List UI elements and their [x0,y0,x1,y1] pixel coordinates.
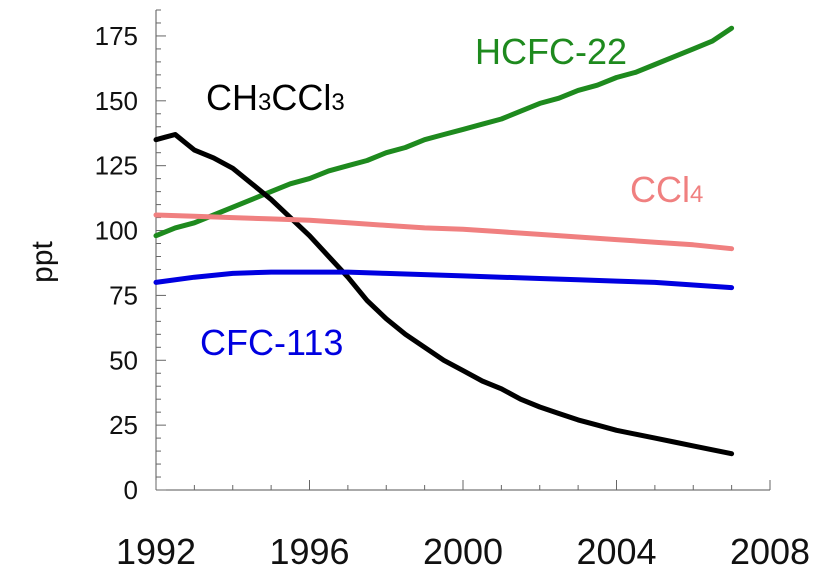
series-label-cfc-113: CFC-113 [200,322,343,363]
y-tick-label: 75 [109,280,138,310]
series-labels: HCFC-22 CH3CCl3 CCl4 CFC-113 [200,31,703,363]
series-line-ccl4 [153,212,735,252]
y-tick-label: 150 [95,86,138,116]
x-tick-label: 1996 [269,531,349,572]
series-label-hcfc-22: HCFC-22 [475,31,627,72]
x-tick-label: 2004 [576,531,656,572]
y-axis-label: ppt [26,240,59,282]
y-tick-label: 25 [109,410,138,440]
series-line-hcfc-22 [153,25,735,239]
series-label-ccl4: CCl4 [630,169,703,210]
tick-labels: 0 25 50 75 100 125 150 175 1992 1996 2000 2004 2008 [95,21,810,572]
y-tick-label: 50 [109,345,138,375]
x-tick-label: 2000 [423,531,503,572]
y-tick-label: 175 [95,21,138,51]
y-tick-label: 125 [95,151,138,181]
series-lines [153,25,735,457]
x-tick-label: 2008 [730,531,810,572]
series-line-cfc-113 [153,269,735,291]
series-line-ch3ccl3 [153,132,735,457]
y-tick-label: 0 [124,475,138,505]
y-tick-label: 100 [95,216,138,246]
series-label-ch3ccl3: CH3CCl3 [206,77,345,118]
x-tick-label: 1992 [116,531,196,572]
